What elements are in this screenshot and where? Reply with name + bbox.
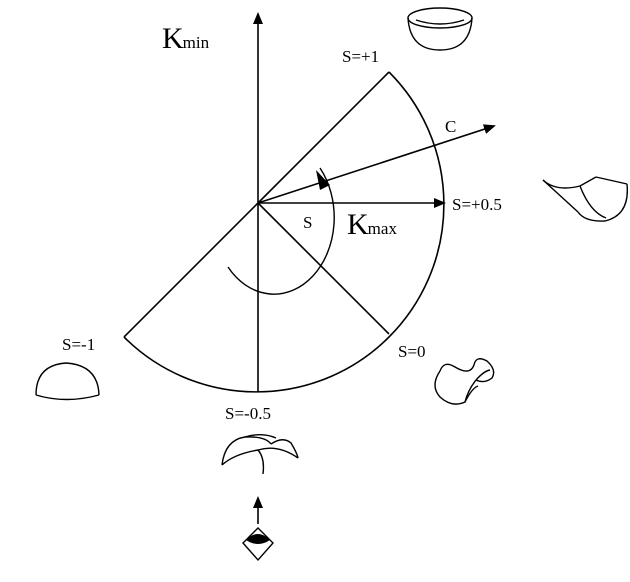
cup-surface-icon [407, 7, 473, 51]
label-s-plus-half: S=+0.5 [452, 195, 502, 214]
label-s-minus-1: S=-1 [62, 335, 95, 354]
label-s-plus-1: S=+1 [342, 47, 379, 66]
kmin-label: Kmin [162, 22, 210, 55]
curvedness-vector [257, 124, 496, 204]
angle-arrowhead [316, 170, 330, 190]
sector-arc [123, 71, 445, 393]
shape-index-angle-arc [227, 167, 335, 295]
shape-index-label: S [303, 213, 312, 232]
rut-surface-icon [542, 176, 629, 222]
saddle-surface-icon [434, 358, 495, 405]
sector-edge-s-plus-1 [257, 71, 390, 204]
curvedness-label: C [445, 117, 456, 136]
shape-index-sector [123, 71, 445, 393]
ridge-surface-icon [221, 434, 299, 475]
sector-ray-s-zero [257, 202, 390, 335]
label-s-minus-half: S=-0.5 [225, 404, 271, 423]
sector-edge-s-minus-1 [123, 202, 259, 338]
viewer-eye-icon [242, 496, 274, 562]
cap-surface-icon [35, 362, 100, 401]
label-s-zero: S=0 [398, 342, 426, 361]
kmax-label: Kmax [347, 208, 397, 241]
